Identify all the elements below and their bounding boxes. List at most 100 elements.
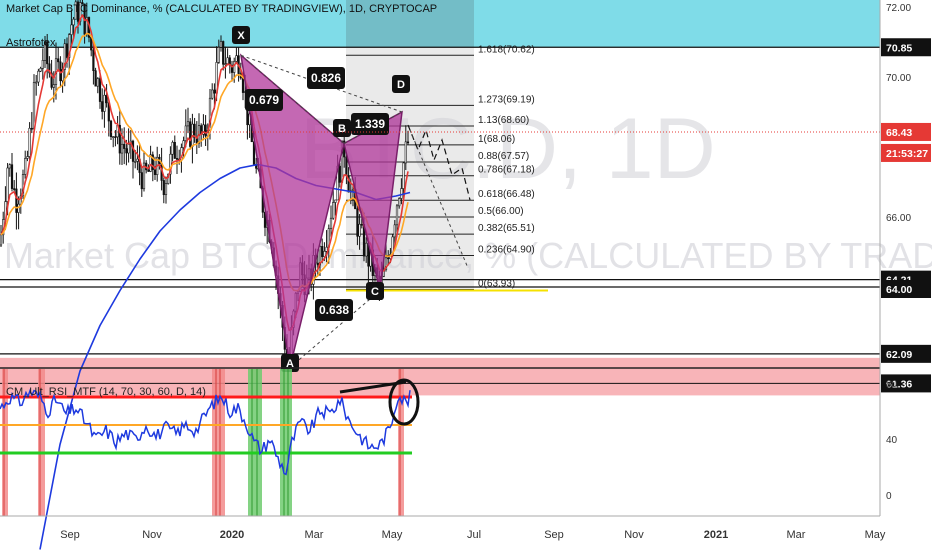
price-label: 68.43: [886, 127, 912, 139]
ma-long-line: [39, 163, 411, 550]
time-tick: Nov: [624, 529, 644, 541]
time-tick: Mar: [305, 529, 324, 541]
price-axis[interactable]: 72.0070.0068.0066.0064.0062.0070.8568.43…: [879, 0, 931, 516]
time-axis[interactable]: Sep Nov 2020 Mar May Jul Sep Nov 2021 Mar May: [0, 515, 886, 541]
price-label-box: [881, 280, 931, 298]
price-tick: 70.00: [886, 73, 911, 84]
candle-body: [193, 123, 196, 138]
pattern-point-box: [392, 75, 410, 93]
candle-body: [230, 64, 234, 73]
candle-body: [387, 257, 390, 260]
candle-body: [400, 188, 403, 199]
pattern-ratio-line: [289, 290, 381, 368]
candle-body: [37, 70, 40, 83]
candle-body: [63, 43, 66, 70]
candle-body: [219, 41, 223, 48]
time-tick: Nov: [142, 529, 162, 541]
candle-body: [0, 234, 3, 246]
pattern-point-c: C: [371, 286, 379, 298]
candle-body: [356, 208, 359, 237]
candle-body: [162, 180, 165, 196]
fib-level-label: 0.236(64.90): [478, 245, 535, 256]
candle-body: [384, 257, 388, 270]
chart-title: Market Cap BTC Dominance, % (CALCULATED …: [6, 3, 437, 15]
ema-mid-line: [0, 32, 409, 292]
time-tick: 2020: [220, 529, 244, 541]
fib-shade-top: [346, 0, 474, 48]
candle-body: [222, 41, 225, 65]
candle-body: [241, 77, 245, 93]
candle-body: [184, 125, 187, 141]
candle-body: [338, 165, 341, 183]
candle-body: [10, 164, 14, 189]
candle-body: [94, 70, 97, 87]
price-label-box: [881, 374, 931, 393]
candle-body: [147, 169, 150, 172]
candle-body: [35, 81, 38, 84]
support-zone[interactable]: [0, 357, 880, 396]
time-tick: May: [865, 529, 886, 541]
ratio-label: 1.339: [355, 117, 385, 131]
candle-body: [351, 188, 355, 192]
pattern-ratio-line: [240, 54, 345, 144]
candle-body: [235, 55, 238, 62]
rsi-annotations[interactable]: [339, 378, 420, 426]
fib-level-label: 0.382(65.51): [478, 223, 535, 234]
fib-level-label: 0.618(66.48): [478, 189, 535, 200]
candle-body: [402, 162, 405, 189]
candle-body: [134, 161, 137, 163]
rsi-overbought-band: [212, 369, 225, 516]
ratio-box: [351, 113, 389, 135]
candle-body: [345, 156, 348, 177]
rsi-oversold-band: [280, 369, 292, 516]
price-label-box: [881, 143, 931, 162]
candle-body: [142, 162, 146, 190]
candle-body: [98, 78, 102, 102]
candle-body: [332, 202, 335, 219]
ratio-box: [307, 67, 345, 89]
ratio-box: [245, 89, 283, 111]
candle-body: [112, 136, 115, 138]
candle-body: [365, 242, 368, 257]
candle-body: [109, 120, 113, 137]
rsi-overbought-band: [2, 369, 8, 516]
price-label: 62.09: [886, 349, 912, 361]
candle-body: [204, 124, 207, 137]
rsi-series-line: [0, 388, 411, 476]
rsi-axis[interactable]: 80 40 0: [886, 379, 898, 502]
candle-body: [24, 158, 27, 175]
projection-drawing[interactable]: [407, 124, 471, 269]
candle-body: [182, 140, 185, 148]
candle-body: [125, 148, 128, 154]
ratio-box: [315, 299, 353, 321]
fib-level-label: 1(68.06): [478, 134, 515, 145]
candle-body: [360, 223, 363, 226]
candle-body: [316, 262, 319, 266]
fib-level-label: 1.13(68.60): [478, 115, 529, 126]
candle-body: [213, 89, 216, 94]
candle-body: [17, 203, 20, 213]
pattern-point-box: [232, 26, 250, 44]
candle-body: [92, 49, 95, 72]
candle-body: [186, 121, 190, 127]
rsi-overbought-band: [398, 369, 404, 516]
time-tick: Sep: [544, 529, 564, 541]
candle-body: [127, 144, 130, 154]
candle-body: [164, 183, 168, 196]
time-tick: Sep: [60, 529, 80, 541]
time-tick: Mar: [787, 529, 806, 541]
rsi-indicator-pane[interactable]: CM_Ult_RSI_MTF (14, 70, 30, 60, D, 14): [0, 369, 420, 516]
pattern-point-b: B: [338, 123, 346, 135]
candle-body: [28, 127, 31, 157]
candle-body: [131, 140, 135, 162]
candle-body: [103, 94, 106, 112]
ratio-label: 0.826: [311, 71, 341, 85]
pattern-point-box: [333, 119, 351, 137]
candle-body: [96, 78, 99, 87]
price-label: 70.85: [886, 42, 912, 54]
candle-body: [395, 205, 399, 226]
candle-body: [90, 37, 93, 51]
candle-body: [226, 57, 229, 64]
